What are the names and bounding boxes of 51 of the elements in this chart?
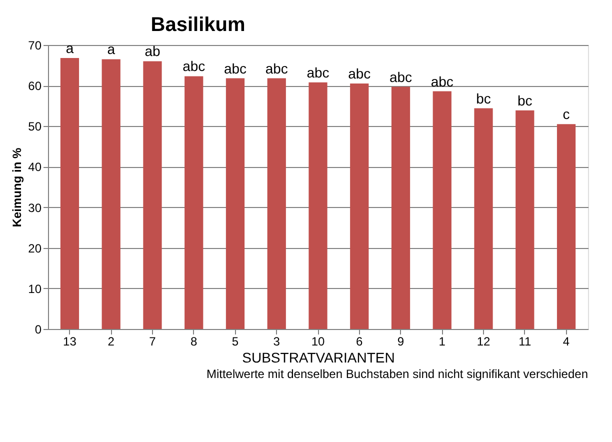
y-tick-label: 60 (28, 79, 42, 94)
y-axis-title: Keimung in % (10, 148, 24, 228)
x-axis-title: SUBSTRATVARIANTEN (242, 350, 395, 366)
bar (350, 84, 369, 329)
x-tick-label: 5 (232, 334, 239, 348)
annotation: bc (518, 92, 532, 108)
x-tick-label: 11 (518, 334, 532, 348)
annotation: abc (224, 60, 247, 76)
text: Mittelwerte mit denselben Buchstaben sind nicht signifikant verschieden (206, 367, 588, 381)
bar (556, 124, 576, 329)
annotation: abc (389, 68, 412, 85)
annotation: abc (348, 66, 371, 82)
annotation: abc (430, 73, 454, 90)
annotation: c (562, 106, 570, 122)
bar (267, 78, 286, 329)
annotation: abc (306, 64, 330, 80)
x-tick-label: 3 (273, 334, 280, 348)
annotation: abc (265, 60, 288, 76)
x-tick-label: 8 (190, 334, 198, 348)
bar (143, 61, 162, 329)
x-tick-label: 7 (149, 334, 156, 348)
x-tick-label: 9 (397, 334, 404, 348)
y-tick-label: 0 (34, 322, 42, 336)
annotation: bc (476, 90, 491, 106)
chart-title: Basilikum (150, 14, 246, 36)
x-tick-label: 2 (108, 334, 115, 348)
x-tick-label: 4 (562, 334, 570, 348)
x-tick-label: 6 (356, 334, 364, 348)
bar (474, 108, 493, 329)
y-tick-label: 40 (28, 160, 42, 174)
x-tick-label: 1 (438, 334, 446, 348)
bar (226, 78, 245, 329)
bar (60, 58, 80, 329)
annotation: a (66, 40, 74, 56)
y-tick-label: 50 (28, 120, 42, 134)
y-tick-label: 20 (28, 241, 42, 256)
bar (432, 91, 452, 329)
x-tick-label: 13 (63, 334, 77, 348)
bar (391, 86, 410, 329)
bar (308, 82, 328, 329)
x-tick-label: 10 (311, 334, 325, 348)
bar (184, 76, 204, 329)
annotation: a (107, 41, 116, 58)
y-tick-label: 70 (28, 38, 42, 52)
y-tick-label: 30 (28, 200, 42, 215)
annotation: abc (182, 58, 206, 74)
x-tick-label: 12 (476, 334, 491, 348)
y-tick-label: 10 (28, 282, 42, 296)
bar (102, 59, 120, 329)
annotation: ab (144, 43, 160, 60)
bar (516, 110, 534, 329)
